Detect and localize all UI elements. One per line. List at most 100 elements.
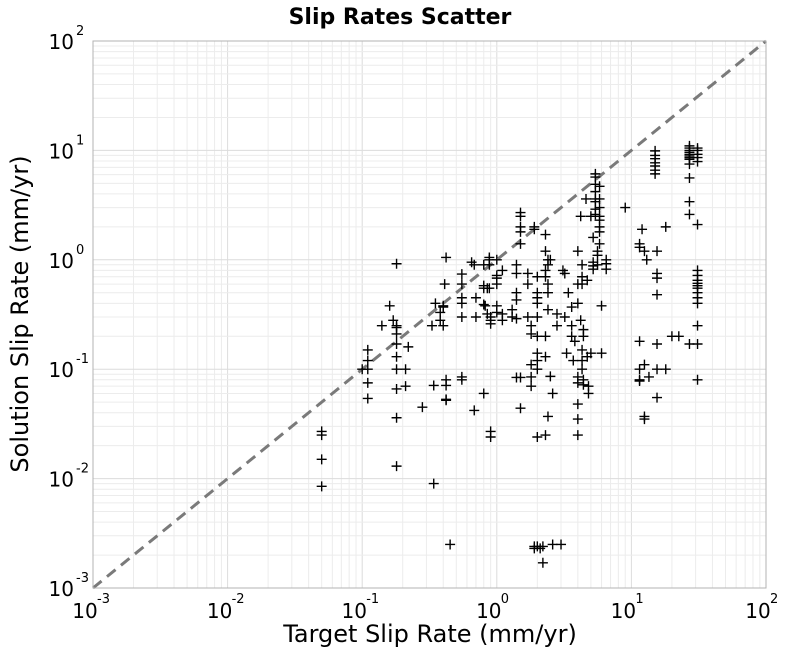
data-point: [639, 246, 650, 257]
data-point: [384, 300, 395, 311]
data-point: [585, 211, 596, 222]
data-point: [532, 364, 543, 375]
data-point: [491, 279, 502, 290]
data-point: [491, 254, 502, 265]
data-point: [522, 312, 533, 323]
data-point: [526, 381, 537, 392]
data-point: [456, 279, 467, 290]
data-point: [403, 341, 414, 352]
data-point: [559, 268, 570, 279]
data-point: [551, 308, 562, 319]
data-point: [430, 298, 441, 309]
data-point: [316, 454, 327, 465]
x-axis-tick-labels: 10 -3 10 -2 10 -1 10 0 10 1 10 2: [72, 592, 778, 623]
data-point: [551, 320, 562, 331]
data-point: [526, 371, 537, 382]
data-point: [511, 313, 522, 324]
data-point: [620, 202, 631, 213]
data-point: [582, 275, 593, 286]
data-point: [456, 312, 467, 323]
data-point: [652, 289, 663, 300]
data-point: [484, 259, 495, 270]
data-point: [376, 320, 387, 331]
data-point: [692, 156, 703, 167]
data-point: [540, 351, 551, 362]
y-tick-label: 10: [49, 30, 74, 54]
data-point: [652, 392, 663, 403]
data-point: [594, 193, 605, 204]
data-point: [507, 312, 518, 323]
data-point: [428, 380, 439, 391]
x-tick-exponent: 1: [635, 592, 643, 607]
data-point: [634, 364, 645, 375]
data-point: [515, 226, 526, 237]
data-point: [569, 336, 580, 347]
data-point: [577, 364, 588, 375]
data-point: [542, 287, 553, 298]
data-point: [577, 279, 588, 290]
data-point: [601, 264, 612, 275]
data-point: [485, 318, 496, 329]
data-point: [362, 393, 373, 404]
data-point: [566, 331, 577, 342]
data-point: [673, 331, 684, 342]
data-point: [391, 328, 402, 339]
data-point: [594, 181, 605, 192]
x-tick-label: 10: [341, 599, 366, 623]
data-point: [652, 338, 663, 349]
x-axis-title: Target Slip Rate (mm/yr): [282, 620, 577, 648]
data-point: [480, 300, 491, 311]
data-point: [417, 402, 428, 413]
x-tick-label: 10: [476, 599, 501, 623]
data-point: [572, 430, 583, 441]
y-tick-label: 10: [49, 249, 74, 273]
data-point: [641, 254, 652, 265]
data-point: [652, 364, 663, 375]
data-point: [316, 481, 327, 492]
data-point: [542, 304, 553, 315]
data-point: [542, 259, 553, 270]
data-point: [572, 414, 583, 425]
data-point: [545, 371, 556, 382]
y-tick-exponent: -1: [76, 352, 89, 367]
data-point: [547, 388, 558, 399]
data-point: [362, 344, 373, 355]
data-point: [484, 283, 495, 294]
data-point: [428, 478, 439, 489]
data-point: [545, 254, 556, 265]
data-point: [637, 224, 648, 235]
reference-diagonal-line: [92, 39, 767, 590]
data-point: [391, 364, 402, 375]
data-point: [563, 287, 574, 298]
data-point: [578, 331, 589, 342]
data-point: [529, 224, 540, 235]
data-point: [581, 193, 592, 204]
data-point: [692, 320, 703, 331]
data-point: [478, 299, 489, 310]
data-point: [522, 279, 533, 290]
data-point: [566, 302, 577, 313]
data-point: [652, 246, 663, 257]
data-point: [497, 315, 508, 326]
data-point: [540, 331, 551, 342]
data-point: [515, 372, 526, 383]
x-tick-exponent: -3: [97, 592, 110, 607]
data-point: [650, 168, 661, 179]
data-point: [594, 238, 605, 249]
data-point: [522, 268, 533, 279]
data-point: [540, 430, 551, 441]
data-point: [441, 395, 452, 406]
data-point: [456, 269, 467, 280]
data-point: [596, 348, 607, 359]
data-point: [391, 461, 402, 472]
data-point: [572, 298, 583, 309]
y-tick-exponent: -2: [76, 462, 89, 477]
data-point: [391, 412, 402, 423]
data-point: [684, 159, 695, 170]
data-point: [692, 298, 703, 309]
data-point: [634, 336, 645, 347]
data-point: [532, 298, 543, 309]
data-point: [391, 258, 402, 269]
data-point: [426, 320, 437, 331]
